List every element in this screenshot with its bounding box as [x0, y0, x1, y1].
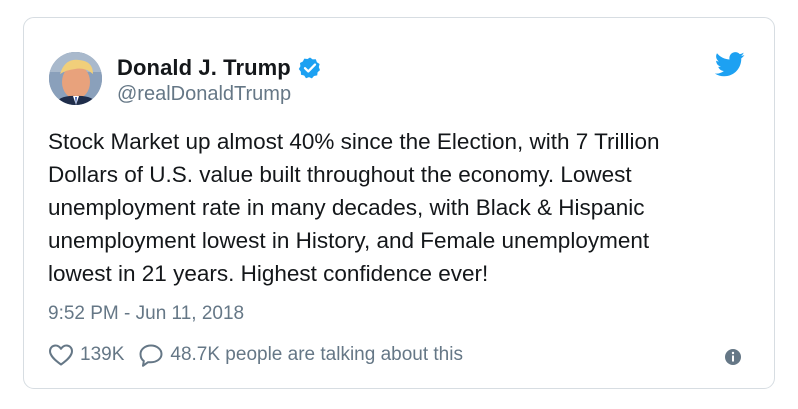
reply-button[interactable]: 48.7K people are talking about this [138, 343, 463, 367]
author-name[interactable]: Donald J. Trump [117, 55, 291, 80]
tweet-timestamp[interactable]: 9:52 PM - Jun 11, 2018 [48, 303, 245, 324]
tweet-text: Stock Market up almost 40% since the Ele… [48, 129, 660, 286]
author-handle[interactable]: @realDonaldTrump [117, 83, 292, 105]
speech-bubble-icon [138, 343, 164, 367]
heart-icon [48, 343, 74, 367]
author-row[interactable]: Donald J. Trump [117, 53, 322, 83]
like-count: 139K [80, 344, 125, 365]
talking-count: 48.7K people are talking about this [170, 344, 463, 365]
like-button[interactable]: 139K [48, 343, 124, 367]
avatar[interactable] [49, 52, 102, 105]
avatar-image [49, 52, 102, 105]
verified-badge-icon [298, 56, 322, 80]
tweet-card[interactable]: Donald J. Trump @realDonaldTrump Stock M… [23, 17, 775, 389]
twitter-bird-icon[interactable] [714, 52, 745, 77]
info-icon[interactable] [724, 348, 742, 366]
tweet-actions: 139K 48.7K people are talking about this [48, 343, 477, 367]
